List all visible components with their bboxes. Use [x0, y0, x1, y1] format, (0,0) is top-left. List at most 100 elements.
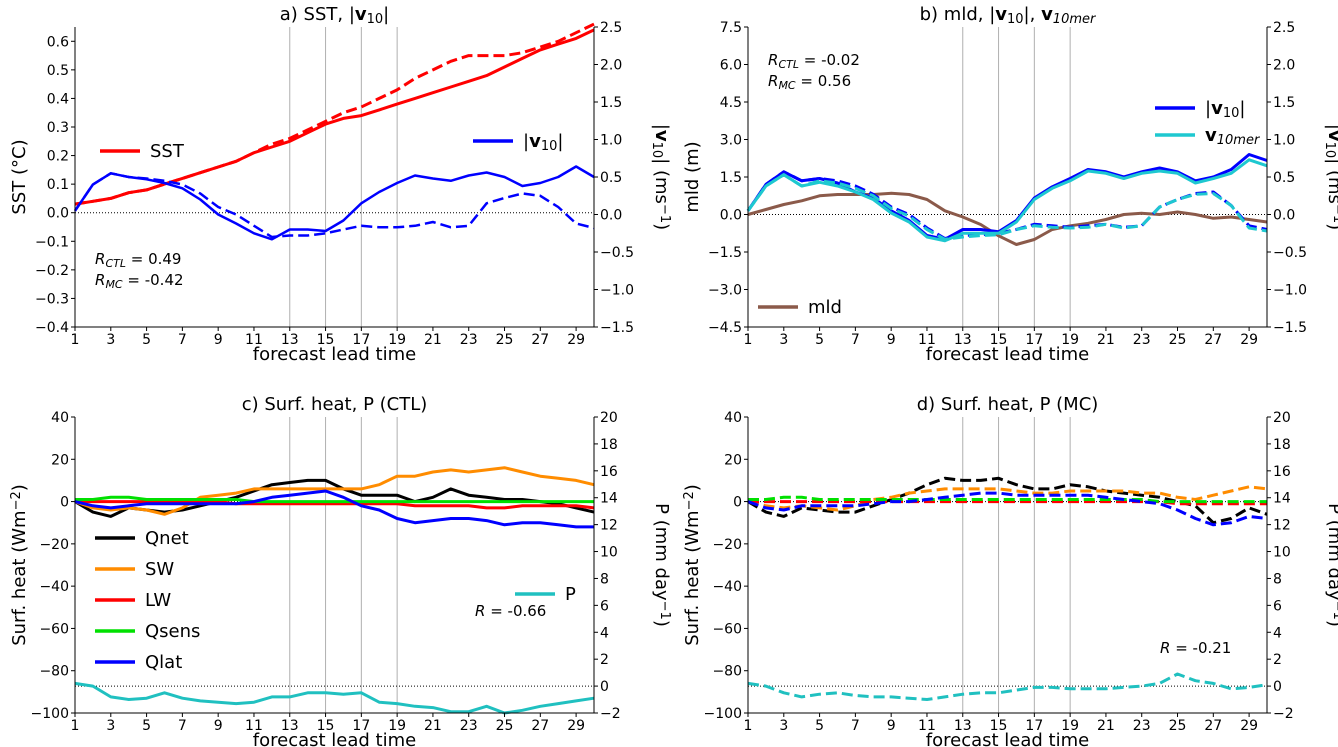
y-tick-label-right: 1.0 — [600, 133, 622, 149]
y-tick-label-left: 3.0 — [720, 133, 742, 149]
x-tick-label: 13 — [954, 718, 972, 734]
y-tick-label-right: 16 — [600, 464, 618, 480]
x-tick-label: 19 — [388, 332, 406, 348]
x-tick-label: 29 — [567, 718, 585, 734]
y-tick-label-right: 12 — [600, 518, 618, 534]
x-tick-label: 11 — [918, 332, 936, 348]
series-dashed-line — [74, 22, 595, 206]
y-tick-label-right: 2.0 — [1273, 58, 1295, 74]
x-tick-label: 11 — [918, 718, 936, 734]
y-tick-label-right: 2 — [1273, 652, 1282, 668]
y-axis-label-left: Surf. heat (Wm−2) — [9, 484, 30, 646]
legend-right-label: |v10| — [1205, 98, 1245, 121]
y-tick-label-left: 0.5 — [47, 63, 69, 79]
y-axis-label-right: P (mm day−1) — [1324, 503, 1338, 627]
y-tick-label-right: 4 — [600, 625, 609, 641]
y-tick-label-left: 20 — [724, 452, 742, 468]
sw-dashed-line — [747, 485, 1268, 512]
y-tick-label-left: −40 — [39, 579, 69, 595]
lw-dashed-line — [748, 500, 1267, 506]
legend-qnet-label: Qnet — [145, 528, 189, 549]
x-tick-label: 17 — [352, 718, 370, 734]
panel-title: d) Surf. heat, P (MC) — [917, 394, 1099, 415]
y-tick-label-left: −80 — [712, 664, 742, 680]
legend-v10-label: |v10| — [523, 131, 563, 154]
y-tick-label-left: −20 — [39, 537, 69, 553]
y-tick-label-left: −60 — [712, 621, 742, 637]
x-tick-label: 5 — [142, 332, 151, 348]
lw-line — [75, 500, 595, 510]
x-tick-label: 9 — [214, 718, 223, 734]
y-tick-label-right: 1.5 — [600, 95, 622, 111]
r-annotation: R = -0.66 — [475, 602, 546, 620]
y-tick-label-right: 0 — [1273, 679, 1282, 695]
y-tick-label-right: 6 — [1273, 598, 1282, 614]
y-tick-label-left: −3.0 — [708, 283, 742, 299]
y-tick-label-right: 18 — [600, 437, 618, 453]
x-tick-label: 1 — [744, 718, 753, 734]
r-annotation: RMC = 0.56 — [768, 72, 851, 92]
x-tick-label: 17 — [1025, 718, 1043, 734]
x-tick-label: 29 — [1240, 718, 1258, 734]
y-tick-label-left: 0.0 — [47, 206, 69, 222]
y-tick-label-right: 18 — [1273, 437, 1291, 453]
y-tick-label-left: 1.5 — [720, 170, 742, 186]
y-tick-label-right: 10 — [600, 545, 618, 561]
x-tick-label: 11 — [245, 332, 263, 348]
v10-line — [73, 165, 595, 241]
p-dashed-line — [747, 672, 1268, 701]
x-tick-label: 9 — [214, 332, 223, 348]
y-tick-label-left: −60 — [39, 621, 69, 637]
y-tick-label-right: −0.5 — [600, 245, 634, 261]
x-axis-label: forecast lead time — [926, 730, 1089, 747]
series-dashed-line — [73, 172, 595, 239]
y-tick-label-right: 8 — [1273, 571, 1282, 587]
p-line — [74, 681, 595, 715]
y-axis-label-right: |v10| (ms−1) — [649, 124, 672, 230]
y-tick-label-left: −1.5 — [708, 245, 742, 261]
qsens-line — [75, 495, 594, 504]
y-tick-label-right: 0 — [600, 679, 609, 695]
x-tick-label: 21 — [1097, 718, 1115, 734]
x-tick-label: 17 — [352, 332, 370, 348]
y-tick-label-right: 0.5 — [1273, 170, 1295, 186]
x-tick-label: 25 — [496, 718, 514, 734]
y-axis-label-right: P (mm day−1) — [651, 503, 672, 627]
y-tick-label-right: 2.5 — [600, 20, 622, 36]
x-tick-label: 25 — [496, 332, 514, 348]
y-tick-label-left: −80 — [39, 664, 69, 680]
x-tick-label: 27 — [1204, 332, 1222, 348]
x-tick-label: 1 — [744, 332, 753, 348]
y-tick-label-right: 0.0 — [1273, 208, 1295, 224]
qsens-dashed-line — [748, 495, 1267, 504]
y-tick-label-right: 0.5 — [600, 170, 622, 186]
x-tick-label: 3 — [106, 718, 115, 734]
y-tick-label-left: −0.4 — [35, 320, 69, 336]
y-axis-label-left: mld (m) — [682, 141, 703, 212]
x-tick-label: 5 — [815, 332, 824, 348]
x-tick-label: 25 — [1169, 718, 1187, 734]
x-tick-label: 11 — [245, 718, 263, 734]
y-axis-label-left: SST (°C) — [9, 139, 30, 214]
y-tick-label-left: 6.0 — [720, 58, 742, 74]
x-tick-label: 13 — [281, 718, 299, 734]
y-tick-label-left: 0.1 — [47, 177, 69, 193]
legend-sst-label: SST — [150, 141, 185, 162]
legend-lw-label: LW — [145, 590, 171, 611]
x-axis-label: forecast lead time — [926, 344, 1089, 365]
y-tick-label-left: 40 — [51, 410, 69, 426]
x-tick-label: 23 — [1133, 718, 1151, 734]
panel-title: c) Surf. heat, P (CTL) — [242, 394, 428, 415]
y-tick-label-left: −100 — [704, 706, 742, 722]
x-tick-label: 19 — [1061, 332, 1079, 348]
y-tick-label-left: −0.1 — [35, 234, 69, 250]
v10mer-line — [746, 158, 1268, 243]
panel-title: b) mld, |v10|, v10mer — [920, 4, 1097, 27]
y-tick-label-right: −0.5 — [1273, 245, 1307, 261]
y-tick-label-left: −20 — [712, 537, 742, 553]
y-tick-label-left: 4.5 — [720, 95, 742, 111]
r-annotation: RMC = -0.42 — [95, 271, 184, 291]
y-tick-label-left: −40 — [712, 579, 742, 595]
